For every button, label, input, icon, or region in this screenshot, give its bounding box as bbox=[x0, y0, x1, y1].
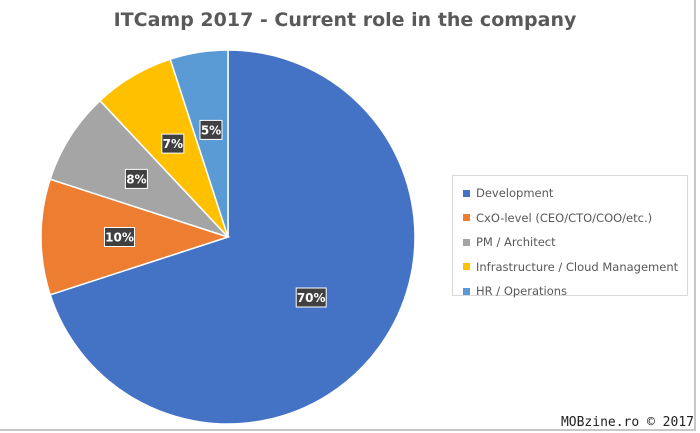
legend-swatch bbox=[463, 238, 470, 246]
legend-item-hr-operations: HR / Operations bbox=[463, 279, 687, 304]
data-label-development: 70% bbox=[295, 287, 327, 308]
legend-swatch bbox=[463, 263, 470, 271]
svg-text:10%: 10% bbox=[105, 231, 134, 245]
legend-label: PM / Architect bbox=[476, 235, 556, 250]
pie-slice-development bbox=[49, 49, 416, 425]
legend-label: Infrastructure / Cloud Management bbox=[476, 259, 679, 274]
watermark: MOBzine.ro © 2017 bbox=[560, 415, 694, 430]
svg-text:5%: 5% bbox=[201, 123, 221, 137]
data-label-pm-architect: 8% bbox=[124, 168, 148, 189]
legend: Development CxO-level (CEO/CTO/COO/etc.) P… bbox=[452, 175, 688, 298]
data-label-cxo-level-ceo-cto-coo-etc: 10% bbox=[104, 227, 135, 247]
pie-slice-hr-operations bbox=[169, 49, 229, 238]
data-label-hr-operations: 5% bbox=[199, 119, 223, 140]
legend-label: Development bbox=[476, 186, 554, 201]
svg-text:8%: 8% bbox=[126, 172, 146, 186]
svg-text:7%: 7% bbox=[163, 137, 183, 151]
legend-item-development: Development bbox=[463, 181, 687, 206]
legend-item-infrastructure-cloud-management: Infrastructure / Cloud Management bbox=[463, 255, 687, 280]
chart-title: ITCamp 2017 - Current role in the compan… bbox=[113, 9, 577, 31]
legend-label: HR / Operations bbox=[476, 284, 568, 299]
data-label-infrastructure-cloud-management: 7% bbox=[161, 133, 185, 154]
svg-text:70%: 70% bbox=[297, 291, 326, 305]
legend-swatch bbox=[463, 214, 470, 222]
legend-item-cxo-level-ceo-cto-coo-etc: CxO-level (CEO/CTO/COO/etc.) bbox=[463, 206, 687, 231]
legend-swatch bbox=[463, 287, 470, 295]
legend-label: CxO-level (CEO/CTO/COO/etc.) bbox=[476, 210, 653, 225]
pie-slice-pm-architect bbox=[49, 99, 229, 238]
legend-swatch bbox=[463, 189, 470, 197]
legend-item-pm-architect: PM / Architect bbox=[463, 230, 687, 255]
